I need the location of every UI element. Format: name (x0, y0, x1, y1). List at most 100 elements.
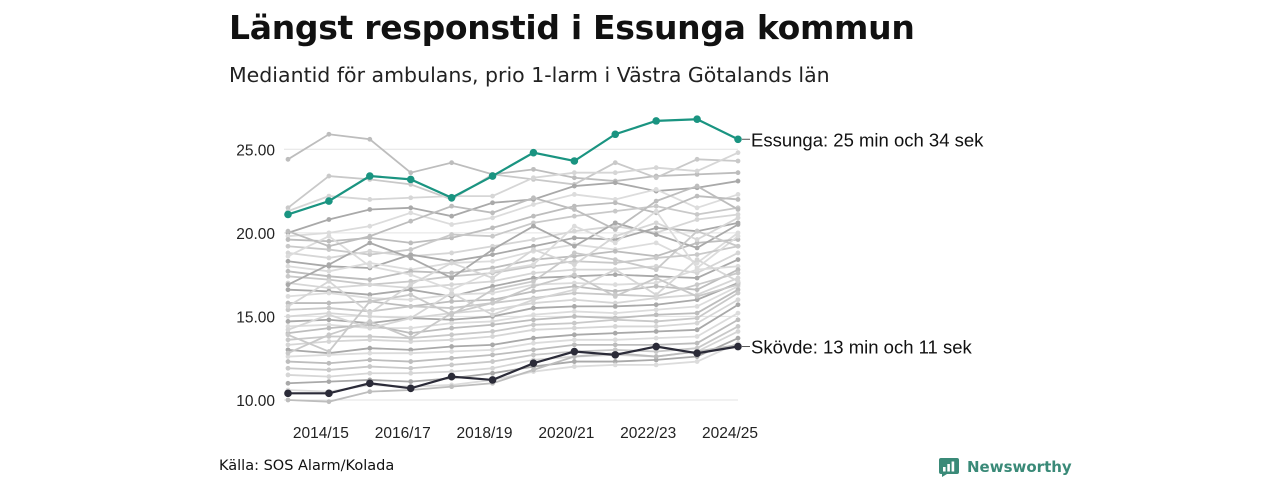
series-point (490, 359, 495, 364)
series-point (326, 339, 332, 344)
series-point (571, 309, 577, 314)
series-point (326, 367, 332, 373)
series-point (653, 329, 659, 334)
series-point (285, 263, 291, 269)
series-line (287, 209, 739, 291)
series-point (694, 304, 700, 309)
series-point (449, 287, 455, 293)
series-point (285, 273, 291, 279)
series-point (612, 342, 618, 348)
series-point (571, 192, 577, 197)
series-point (326, 255, 332, 261)
series-point (571, 170, 577, 176)
series-point (531, 175, 536, 181)
series-point (367, 298, 373, 304)
series-point (490, 200, 495, 206)
series-point (326, 317, 332, 323)
series-point (735, 158, 741, 164)
highlight-point (734, 135, 742, 144)
series-point (694, 193, 700, 199)
series-point (326, 173, 332, 179)
highlight-point (570, 157, 579, 165)
series-point (571, 258, 577, 264)
series-point (612, 200, 618, 206)
series-point (285, 342, 291, 348)
series-line (287, 282, 739, 325)
series-point (612, 170, 618, 176)
series-point (612, 304, 618, 309)
series-point (735, 263, 741, 269)
series-point (735, 170, 741, 176)
series-point (449, 282, 455, 288)
series-point (571, 267, 577, 273)
series-point (326, 300, 332, 306)
highlight-point (284, 210, 292, 219)
series-point (490, 342, 495, 348)
series-point (449, 355, 455, 361)
series-point (449, 337, 455, 343)
series-point (367, 197, 373, 202)
series-point (694, 287, 700, 293)
series-point (612, 180, 618, 186)
series-point (490, 297, 495, 303)
series-line (287, 221, 739, 269)
series-point (571, 354, 577, 359)
series-point (449, 203, 455, 209)
x-axis: 2014/15 2016/17 2018/19 2020/21 2022/23 2024/… (293, 425, 758, 442)
series-point (531, 340, 536, 346)
series-point (408, 359, 414, 364)
series-point (408, 252, 414, 257)
series-point (285, 293, 291, 299)
series-point (694, 275, 700, 281)
series-point (653, 319, 659, 324)
series-point (694, 340, 700, 346)
series-line (287, 195, 739, 244)
series-point (612, 300, 618, 306)
brand-logo[interactable]: Newsworthy (938, 456, 1072, 478)
series-point (490, 365, 495, 371)
series-point (735, 230, 741, 236)
series-point (408, 339, 414, 344)
series-point (571, 304, 577, 309)
series-point (408, 170, 414, 176)
series-point (490, 247, 495, 252)
series-point (490, 275, 495, 281)
series-point (490, 352, 495, 358)
series-line (287, 180, 739, 234)
series-point (694, 257, 700, 263)
series-point (571, 183, 577, 189)
series-point (285, 337, 291, 343)
series-point (612, 240, 618, 246)
series-point (653, 175, 659, 181)
series-point (653, 312, 659, 318)
series-point (285, 307, 291, 313)
series-point (571, 250, 577, 256)
series-point (367, 319, 373, 324)
series-point (408, 347, 414, 353)
series-point (367, 252, 373, 257)
series-line (287, 292, 739, 341)
series-line (287, 151, 739, 212)
series-point (408, 325, 414, 331)
series-point (490, 210, 495, 216)
series-point (490, 215, 495, 221)
series-point (449, 250, 455, 256)
series-point (326, 305, 332, 311)
series-point (285, 253, 291, 259)
series-point (571, 337, 577, 343)
series-point (408, 195, 414, 201)
series-point (449, 298, 455, 304)
series-point (735, 237, 741, 242)
series-point (490, 287, 495, 293)
series-line (287, 252, 739, 289)
series-point (531, 278, 536, 284)
series-point (531, 352, 536, 358)
series-point (653, 349, 659, 354)
series-point (653, 324, 659, 329)
series-point (612, 293, 618, 299)
series-point (612, 330, 618, 336)
series-line (287, 285, 739, 330)
y-tick-label: 20.00 (236, 226, 275, 243)
series-point (367, 364, 373, 369)
